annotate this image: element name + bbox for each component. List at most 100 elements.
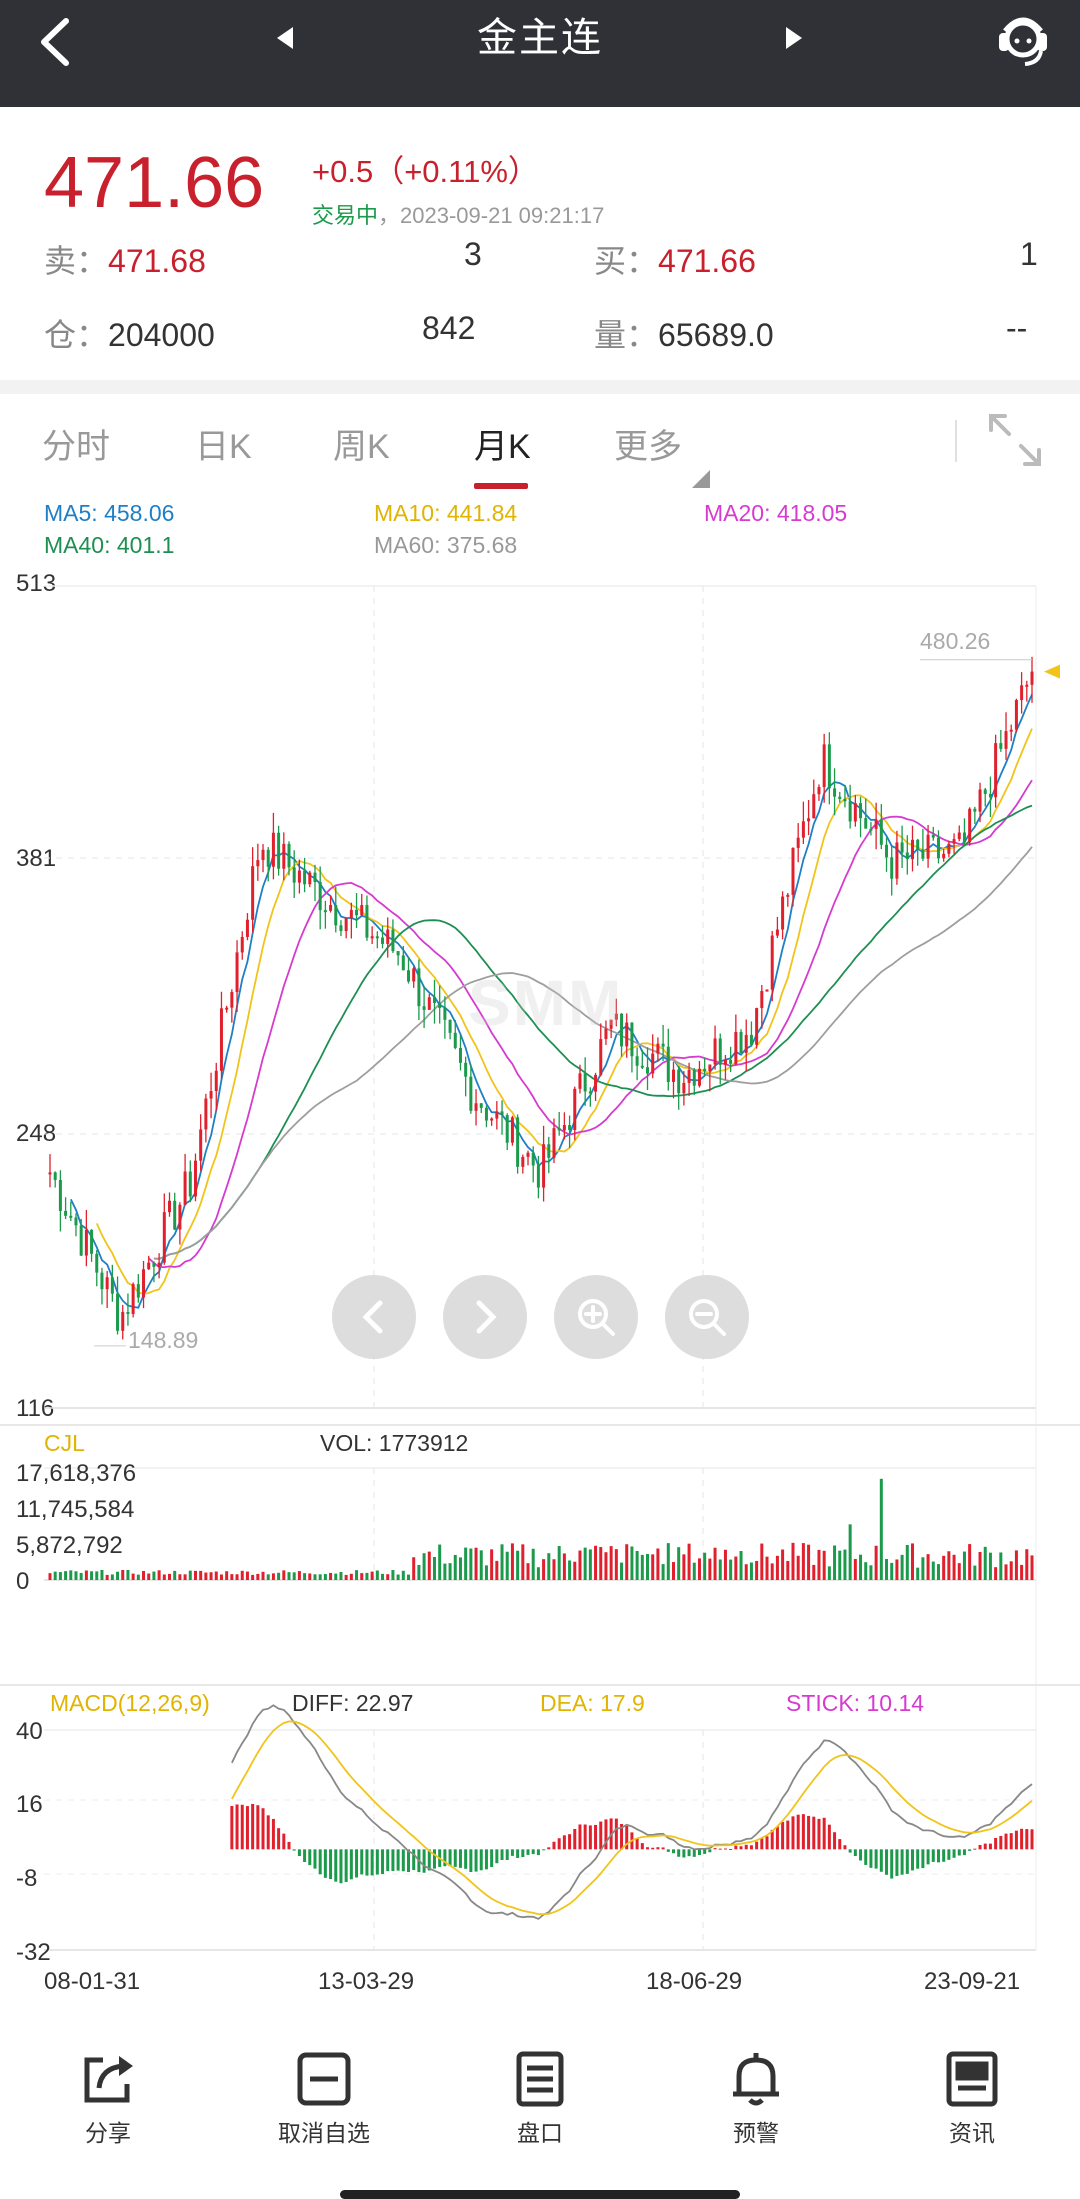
candle-body [386, 929, 390, 944]
volume-bar [781, 1549, 785, 1580]
headset-service-icon [999, 17, 1047, 66]
candle-body [583, 1073, 587, 1092]
tab-intraday[interactable]: 分时 [42, 428, 110, 466]
volume-bar [796, 1555, 800, 1580]
candle-body [495, 1111, 499, 1119]
macd-histogram-bar [297, 1849, 301, 1857]
macd-histogram-bar [427, 1849, 431, 1871]
volume-bar [277, 1572, 281, 1580]
tab-weekly[interactable]: 周K [333, 428, 390, 466]
candle-body [282, 843, 286, 869]
macd-histogram-bar [256, 1805, 260, 1850]
candle-body [287, 843, 291, 868]
volume-bar [432, 1556, 436, 1580]
candle-body [1020, 685, 1024, 701]
candle-body [490, 1118, 494, 1121]
volume-bar [812, 1564, 816, 1580]
macd-histogram-bar [926, 1849, 930, 1865]
volume-bar [895, 1559, 899, 1580]
candle-body [677, 1069, 681, 1094]
volume-bar [204, 1572, 208, 1580]
volume-bar [287, 1572, 291, 1580]
macd-histogram-bar [474, 1849, 478, 1872]
volume-bar [396, 1574, 400, 1580]
scroll-right-button[interactable] [443, 1275, 527, 1359]
volume-bar [323, 1574, 327, 1580]
candle-body [568, 1125, 572, 1130]
macd-histogram-bar [739, 1846, 743, 1850]
volume-bar [464, 1547, 468, 1580]
zoom-out-button[interactable] [665, 1275, 749, 1359]
macd-histogram-bar [620, 1824, 624, 1850]
scroll-left-button[interactable] [332, 1275, 416, 1359]
next-contract-button[interactable] [774, 18, 814, 58]
macd-histogram-bar [973, 1848, 977, 1850]
macd-histogram-bar [1009, 1833, 1013, 1850]
fullscreen-button[interactable] [985, 410, 1045, 470]
volume-bar [266, 1574, 270, 1580]
remove-watchlist-button[interactable]: 取消自选 [254, 2050, 394, 2148]
volume-bar [630, 1546, 634, 1580]
candle-body [755, 1008, 759, 1045]
volume-bar [817, 1549, 821, 1580]
order-book-button[interactable]: 盘口 [470, 2050, 610, 2148]
volume-bar [677, 1547, 681, 1580]
macd-histogram-bar [796, 1814, 800, 1850]
macd-label: MACD(12,26,9) [50, 1690, 210, 1716]
macd-histogram-bar [505, 1849, 509, 1860]
candle-body [651, 1053, 655, 1074]
zoom-in-button[interactable] [554, 1275, 638, 1359]
volume-bar [69, 1570, 73, 1580]
prev-contract-button[interactable] [265, 18, 305, 58]
macd-histogram-bar [614, 1818, 618, 1850]
macd-histogram-bar [838, 1839, 842, 1850]
macd-histogram-bar [853, 1849, 857, 1857]
tab-more[interactable]: 更多 [614, 428, 682, 466]
alert-button[interactable]: 预警 [686, 2050, 826, 2148]
order-book-icon [516, 2051, 564, 2107]
volume-bar [308, 1573, 312, 1580]
macd-dea-line [231, 1720, 1033, 1916]
macd-histogram-bar [791, 1816, 795, 1850]
sell-price: 471.68 [108, 243, 206, 279]
share-button[interactable]: 分享 [38, 2050, 178, 2148]
volume-bar [635, 1550, 639, 1580]
candle-body [682, 1082, 686, 1094]
volume-bar [126, 1569, 130, 1580]
macd-histogram-bar [864, 1849, 868, 1865]
volume-bar [942, 1555, 946, 1580]
candle-body [874, 819, 878, 829]
macd-histogram-bar [344, 1849, 348, 1882]
volume-bar [490, 1549, 494, 1580]
volume-bar [1004, 1564, 1008, 1580]
volume-bar [334, 1573, 338, 1580]
candle-body [599, 1039, 603, 1075]
volume-bar [245, 1571, 249, 1580]
candle-body [58, 1179, 62, 1211]
volume-bar [562, 1553, 566, 1580]
oi-value: 204000 [108, 317, 215, 353]
volume-bar [505, 1551, 509, 1580]
macd-histogram-bar [744, 1844, 748, 1850]
volume-bar [703, 1552, 707, 1580]
volume-bar [594, 1545, 598, 1580]
macd-histogram-bar [583, 1824, 587, 1850]
volume-indicator-label: CJL [44, 1430, 85, 1456]
ma60-label: MA60: 375.68 [374, 532, 518, 558]
volume-bar [760, 1543, 764, 1580]
back-button[interactable] [24, 12, 84, 72]
candle-body [578, 1073, 582, 1089]
volume-bar [152, 1571, 156, 1580]
tab-daily[interactable]: 日K [195, 428, 252, 466]
tab-monthly[interactable]: 月K [474, 428, 531, 466]
macd-histogram-bar [386, 1849, 390, 1872]
candle-body [396, 951, 400, 956]
customer-service-button[interactable] [990, 8, 1056, 74]
kline-chart[interactable] [0, 560, 1080, 2010]
volume-bar [100, 1569, 104, 1580]
volume-bar [744, 1564, 748, 1580]
news-button[interactable]: 资讯 [902, 2050, 1042, 2148]
home-indicator [340, 2190, 740, 2199]
share-icon [84, 2056, 133, 2103]
candle-body [770, 935, 774, 990]
